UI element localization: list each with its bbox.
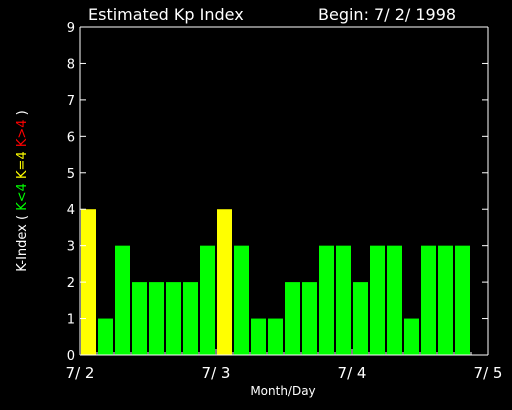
bar (251, 318, 266, 355)
bar (404, 318, 419, 355)
y-tick-label: 2 (67, 276, 75, 291)
bar (353, 282, 368, 355)
bar (336, 245, 351, 355)
y-tick-label: 1 (67, 313, 75, 328)
y-tick-label: 4 (67, 203, 75, 218)
y-tick-label: 8 (67, 57, 75, 72)
chart-subtitle: Begin: 7/ 2/ 1998 (318, 5, 456, 24)
y-label-part: K=4 (15, 147, 30, 179)
chart-title: Estimated Kp Index (88, 5, 244, 24)
bar (285, 282, 300, 355)
bar (268, 318, 283, 355)
y-label-part: K<4 (15, 179, 30, 211)
bar (387, 245, 402, 355)
x-tick-label: 7/ 4 (338, 364, 367, 382)
bar (421, 245, 436, 355)
y-tick-label: 0 (67, 349, 75, 364)
bar (302, 282, 317, 355)
bar (98, 318, 113, 355)
y-label-part: K-Index ( (15, 211, 30, 272)
bar (183, 282, 198, 355)
y-tick-label: 5 (67, 167, 75, 182)
y-tick-label: 6 (67, 130, 75, 145)
bar (319, 245, 334, 355)
bar (200, 245, 215, 355)
x-tick-label: 7/ 2 (66, 364, 95, 382)
bar (438, 245, 453, 355)
x-axis-label: Month/Day (250, 384, 315, 398)
bar (149, 282, 164, 355)
x-tick-label: 7/ 5 (474, 364, 503, 382)
y-axis-label: K-Index ( K<4 K=4 K>4 ) (15, 110, 30, 272)
bar (217, 209, 232, 355)
y-label-part: ) (15, 110, 30, 115)
y-label-part: K>4 (15, 115, 30, 147)
bars-group (81, 209, 470, 355)
bar (455, 245, 470, 355)
bar (132, 282, 147, 355)
y-axis-label-text: K-Index ( K<4 K=4 K>4 ) (15, 110, 30, 272)
y-tick-label: 7 (67, 94, 75, 109)
ticks-group: 0 1 2 3 4 5 6 7 8 9 7/ 2 7/ 3 7/ 4 7/ 5 (66, 21, 503, 382)
bar (234, 245, 249, 355)
y-tick-label: 9 (67, 21, 75, 36)
bar (370, 245, 385, 355)
bar (115, 245, 130, 355)
bar (166, 282, 181, 355)
y-tick-label: 3 (67, 240, 75, 255)
x-tick-label: 7/ 3 (202, 364, 231, 382)
